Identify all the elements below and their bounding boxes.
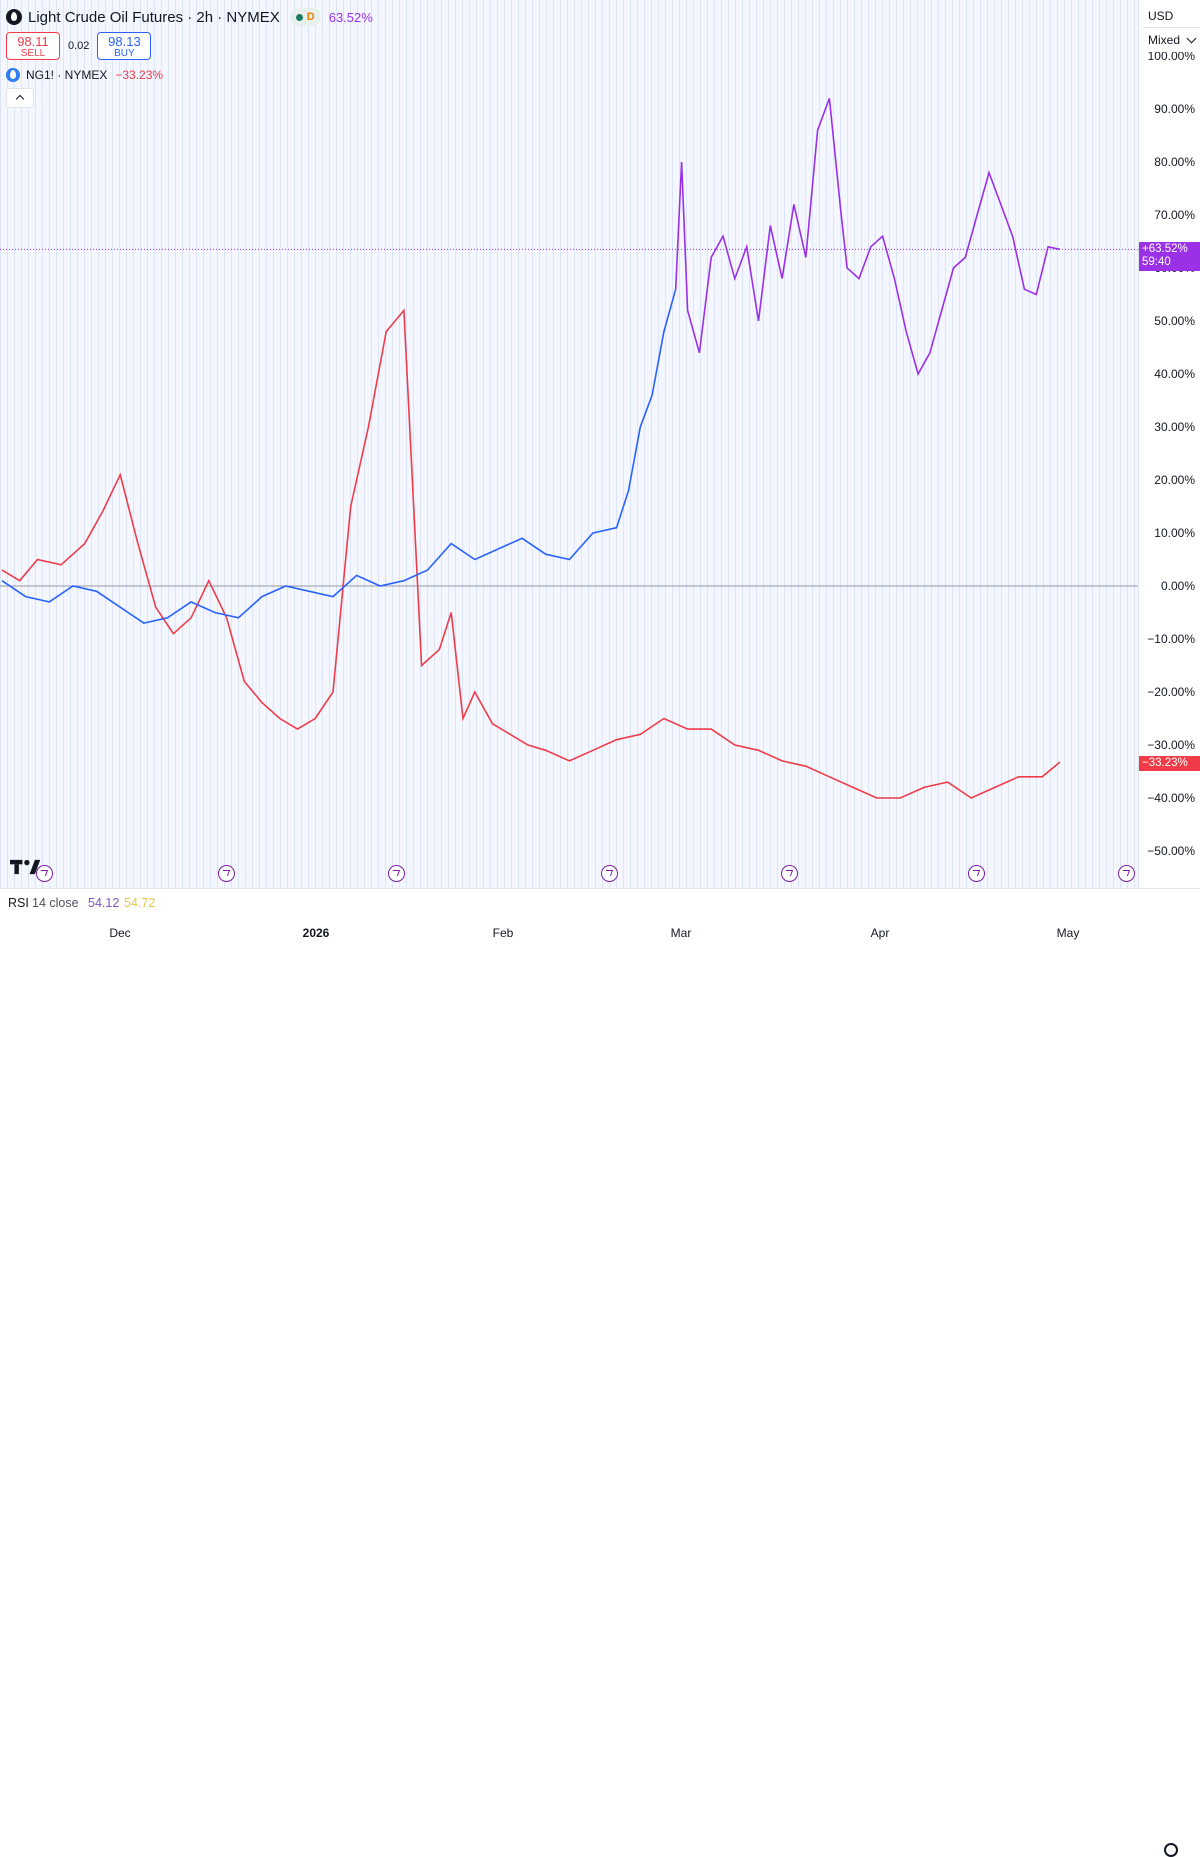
natural-gas-logo-icon — [6, 68, 20, 82]
chevron-down-icon — [1186, 33, 1197, 44]
series-line-crude-oil-recent[interactable] — [674, 98, 1061, 377]
price-tick-label: 0.00% — [1160, 579, 1195, 593]
rsi-label: RSI — [8, 896, 29, 910]
price-tick-label: 50.00% — [1154, 314, 1195, 328]
trade-buttons: 98.11 SELL 0.02 98.13 BUY — [6, 32, 373, 60]
symbol-title[interactable]: Light Crude Oil Futures · 2h · NYMEX — [28, 8, 280, 26]
time-axis[interactable]: Dec 2026 Feb Mar Apr May — [0, 918, 1200, 1857]
price-tick-label: 40.00% — [1154, 367, 1195, 381]
price-tick-label: −50.00% — [1147, 844, 1195, 858]
rsi-ma-value: 54.72 — [124, 896, 156, 910]
sell-price: 98.11 — [17, 34, 49, 49]
sell-label: SELL — [20, 48, 46, 59]
market-status-badge[interactable]: D — [289, 8, 321, 26]
price-tick-label: 20.00% — [1154, 473, 1195, 487]
event-icon[interactable] — [218, 865, 235, 882]
event-icon[interactable] — [388, 865, 405, 882]
time-tick-label: May — [1056, 926, 1080, 940]
series-line-crude-oil[interactable] — [1, 288, 677, 624]
price-tick-label: 30.00% — [1154, 420, 1195, 434]
time-tick-label: 2026 — [302, 926, 330, 940]
price-tick-label: −20.00% — [1147, 685, 1195, 699]
market-open-dot-icon — [295, 13, 303, 21]
event-icon[interactable] — [36, 865, 53, 882]
price-tick-label: −30.00% — [1147, 738, 1195, 752]
price-tick-label: 80.00% — [1154, 155, 1195, 169]
legend: Light Crude Oil Futures · 2h · NYMEX D 6… — [6, 6, 373, 108]
currency-value: USD — [1148, 9, 1174, 23]
compare-symbol[interactable]: NG1! · NYMEX — [26, 68, 108, 82]
price-tick-label: 90.00% — [1154, 102, 1195, 116]
price-scale[interactable]: 100.00%90.00%80.00%70.00%60.00%50.00%40.… — [1138, 0, 1200, 888]
scale-mode-select[interactable]: Mixed — [1143, 28, 1200, 52]
chart-plot-area[interactable] — [0, 0, 1138, 888]
main-last-value: +63.52% — [1142, 243, 1188, 255]
time-tick-label: Feb — [492, 926, 514, 940]
compare-change: −33.23% — [115, 68, 164, 82]
event-icon[interactable] — [1118, 865, 1135, 882]
collapse-legend-button[interactable] — [6, 88, 34, 108]
main-symbol-row[interactable]: Light Crude Oil Futures · 2h · NYMEX D 6… — [6, 6, 373, 28]
scale-mode-value: Mixed — [1148, 33, 1181, 47]
rsi-params: 14 close — [32, 896, 79, 910]
compare-symbol-row[interactable]: NG1! · NYMEX −33.23% — [6, 66, 373, 84]
event-icon[interactable] — [781, 865, 798, 882]
delayed-badge: D — [306, 11, 315, 23]
series-line-ng1[interactable] — [1, 308, 1061, 799]
price-tick-label: −40.00% — [1147, 791, 1195, 805]
main-last-value-badge: +63.52% 59:40 — [1139, 242, 1200, 271]
price-tick-label: 10.00% — [1154, 526, 1195, 540]
currency-select[interactable]: USD — [1143, 4, 1200, 28]
buy-button[interactable]: 98.13 BUY — [97, 32, 152, 60]
price-tick-label: 70.00% — [1154, 208, 1195, 222]
event-icon[interactable] — [601, 865, 618, 882]
price-tick-label: −10.00% — [1147, 632, 1195, 646]
spread-value: 0.02 — [68, 40, 90, 52]
compare-last-value: −33.23% — [1142, 757, 1188, 769]
buy-price: 98.13 — [108, 34, 141, 49]
event-icon[interactable] — [968, 865, 985, 882]
main-change: 63.52% — [328, 9, 373, 25]
bar-countdown: 59:40 — [1142, 256, 1171, 268]
compare-last-value-badge: −33.23% — [1139, 756, 1200, 771]
time-tick-label: Dec — [109, 926, 131, 940]
crude-oil-logo-icon — [6, 9, 22, 25]
tradingview-logo-icon[interactable] — [10, 858, 42, 876]
price-tick-label: 100.00% — [1147, 49, 1195, 63]
time-tick-label: Apr — [870, 926, 890, 940]
rsi-value: 54.12 — [88, 896, 120, 910]
rsi-legend[interactable]: RSI 14 close 54.12 54.72 — [0, 888, 1200, 919]
time-tick-label: Mar — [670, 926, 692, 940]
settings-icon[interactable] — [1164, 1843, 1178, 1857]
buy-label: BUY — [114, 48, 135, 59]
sell-button[interactable]: 98.11 SELL — [6, 32, 60, 60]
chart-svg — [0, 98, 1138, 799]
